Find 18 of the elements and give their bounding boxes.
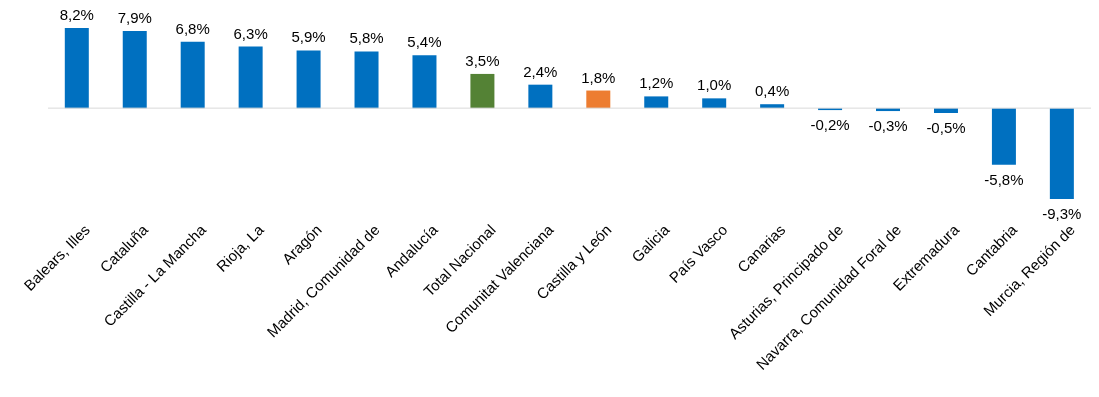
data-label: 2,4% [523,62,558,80]
data-label: -0,3% [868,117,908,135]
data-label: -9,3% [1042,205,1082,222]
data-label: 1,2% [639,74,674,92]
data-label: 1,0% [697,76,732,94]
data-label: 6,8% [175,19,210,37]
data-label: -5,8% [984,170,1024,188]
data-label: 5,9% [291,28,326,46]
data-label: 8,2% [59,6,94,23]
data-label: -0,2% [810,116,850,134]
data-label: 3,5% [465,51,500,69]
data-label: 7,9% [117,8,152,26]
data-label: 5,8% [349,29,384,47]
data-label: 6,3% [233,24,268,42]
data-label: 1,8% [581,68,616,86]
data-label: -0,5% [926,119,966,137]
data-label: 0,4% [755,82,790,100]
data-label: 5,4% [407,33,442,51]
